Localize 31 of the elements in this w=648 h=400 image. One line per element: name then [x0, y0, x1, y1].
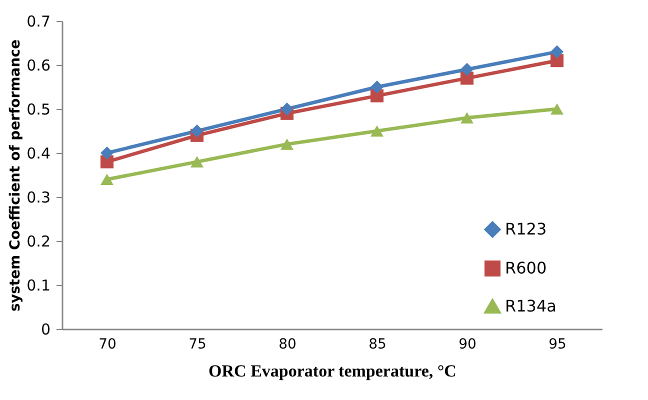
point	[550, 45, 564, 58]
point	[190, 124, 204, 138]
y-tick-label: 0.7	[26, 12, 50, 30]
x-tick-label: 90	[458, 336, 476, 352]
point	[280, 138, 294, 150]
x-tick-label: 95	[548, 336, 566, 352]
y-tick-label: 0	[40, 320, 50, 338]
x-tick-label: 80	[278, 336, 296, 352]
x-axis-title: ORC Evaporator temperature, °C	[208, 362, 456, 380]
legend-label: R134a	[505, 296, 556, 316]
y-tick-label: 0.4	[26, 144, 50, 162]
x-tick-label: 70	[98, 336, 116, 352]
point	[550, 103, 564, 115]
y-tick-label: 0.2	[26, 232, 50, 250]
point	[460, 62, 474, 76]
y-tick-label: 0.3	[26, 188, 50, 206]
x-tick-label: 85	[368, 336, 386, 352]
point	[370, 80, 384, 94]
y-axis-title: system Coefficient of performance	[8, 40, 24, 312]
y-tick-label: 0.5	[26, 100, 50, 118]
legend-label: R123	[505, 220, 547, 238]
legend-label: R600	[505, 258, 547, 278]
point	[100, 146, 114, 160]
point	[370, 125, 384, 137]
y-tick-label: 0.6	[26, 56, 50, 74]
x-tick-label: 75	[188, 336, 206, 352]
point	[190, 156, 204, 168]
point	[100, 174, 114, 186]
point	[460, 112, 474, 124]
y-tick-label: 0.1	[26, 276, 50, 294]
point	[280, 102, 294, 116]
